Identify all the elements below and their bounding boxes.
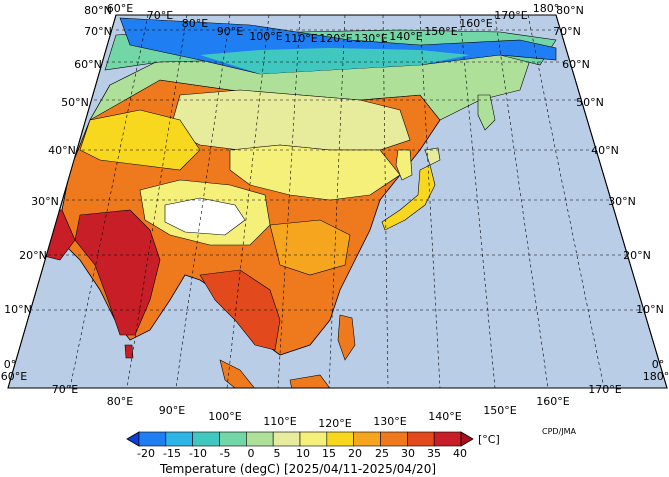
lat-label-right: 60°N <box>562 58 590 71</box>
lon-label-bottom: 140°E <box>428 410 461 423</box>
colorbar-cell <box>138 431 167 447</box>
lon-label-top: 130°E <box>354 32 387 45</box>
lon-labels-bottom: 60°E 70°E 80°E 90°E 100°E 110°E 120°E 13… <box>1 370 669 430</box>
land-hokkaido <box>424 147 441 166</box>
land-sumatra <box>219 359 261 388</box>
land-central-asia <box>79 109 201 171</box>
lat-label-right: 80°N <box>556 4 584 17</box>
colorbar-cell <box>192 431 220 447</box>
colorbar-tick-label: 35 <box>427 447 441 460</box>
colorbar-arrow-right <box>460 431 474 447</box>
colorbar-tick-label: -10 <box>189 447 207 460</box>
colorbar-cell <box>219 431 247 447</box>
lon-label-bottom: 60°E <box>1 370 27 383</box>
land-sri-lanka <box>124 344 134 359</box>
lon-label-bottom: 70°E <box>52 383 78 396</box>
colorbar-tick-label: 5 <box>274 447 281 460</box>
lat-label-right: 0° <box>652 358 665 371</box>
lon-label-top: 110°E <box>284 32 317 45</box>
lon-label-top: 70°E <box>147 9 173 22</box>
colorbar-cell <box>326 431 354 447</box>
colorbar-cell <box>246 431 274 447</box>
lon-label-top: 160°E <box>459 17 492 30</box>
lon-label-bottom: 110°E <box>263 415 296 428</box>
lat-label-right: 30°N <box>608 195 636 208</box>
colorbar-cell <box>380 431 408 447</box>
colorbar-tick-label: -15 <box>163 447 181 460</box>
colorbar-tick-label: -5 <box>220 447 231 460</box>
colorbar-cell <box>299 431 328 447</box>
colorbar-tick-label: 20 <box>348 447 362 460</box>
colorbar-tick-label: 40 <box>453 447 467 460</box>
colorbar-cells <box>138 431 462 447</box>
colorbar-arrow-left <box>126 431 140 447</box>
lon-label-top: 180° <box>533 2 560 15</box>
lat-label-left: 70°N <box>84 25 112 38</box>
lon-labels-top: 60°E 70°E 80°E 90°E 100°E 110°E 120°E 13… <box>107 2 559 45</box>
colorbar-unit: [°C] <box>478 433 500 446</box>
lon-label-bottom: 180° <box>643 370 669 383</box>
colorbar-title: Temperature (degC) [2025/04/11-2025/04/2… <box>159 462 436 476</box>
land-sakhalin <box>477 94 496 131</box>
lon-label-bottom: 130°E <box>373 415 406 428</box>
lat-labels-left: 80°N 70°N 60°N 50°N 40°N 30°N 20°N 10°N … <box>4 4 112 371</box>
lat-label-right: 50°N <box>576 96 604 109</box>
colorbar-cell <box>433 431 462 447</box>
lon-label-bottom: 80°E <box>107 395 133 408</box>
lat-label-right: 70°N <box>553 25 581 38</box>
lon-label-top: 140°E <box>389 30 422 43</box>
land-japan <box>381 164 436 231</box>
colorbar: -20 -15 -10 -5 0 5 10 15 20 25 30 35 40 … <box>126 431 500 476</box>
land-layer <box>8 17 557 388</box>
lon-label-bottom: 120°E <box>318 417 351 430</box>
lon-label-bottom: 90°E <box>159 404 185 417</box>
lon-label-top: 80°E <box>182 17 208 30</box>
colorbar-tick-label: -20 <box>137 447 155 460</box>
lon-label-top: 170°E <box>494 9 527 22</box>
lon-label-bottom: 100°E <box>208 410 241 423</box>
land-china-north <box>229 144 401 201</box>
map-frame <box>7 14 668 389</box>
colorbar-cell <box>272 431 301 447</box>
lat-label-right: 10°N <box>636 303 664 316</box>
colorbar-cell <box>407 431 435 447</box>
lon-label-bottom: 150°E <box>483 404 516 417</box>
lon-label-bottom: 160°E <box>536 395 569 408</box>
lat-label-left: 50°N <box>61 96 89 109</box>
land-cold-belt <box>200 48 470 74</box>
lat-label-left: 40°N <box>48 144 76 157</box>
lat-label-left: 30°N <box>31 195 59 208</box>
colorbar-tick-label: 15 <box>322 447 336 460</box>
lon-label-bottom: 170°E <box>588 383 621 396</box>
lon-label-top: 100°E <box>249 30 282 43</box>
lon-label-top: 90°E <box>217 25 243 38</box>
lat-label-left: 0° <box>4 358 17 371</box>
credit-label: CPD/JMA <box>542 427 577 436</box>
colorbar-tick-labels: -20 -15 -10 -5 0 5 10 15 20 25 30 35 40 <box>137 447 467 460</box>
land-borneo <box>289 374 336 388</box>
colorbar-tick-label: 25 <box>375 447 389 460</box>
lon-label-top: 150°E <box>424 25 457 38</box>
lat-label-left: 20°N <box>19 249 47 262</box>
colorbar-cell <box>353 431 381 447</box>
land-india <box>74 209 161 336</box>
lon-label-top: 120°E <box>319 32 352 45</box>
lat-label-right: 40°N <box>591 144 619 157</box>
lat-label-left: 60°N <box>74 58 102 71</box>
colorbar-tick-label: 30 <box>401 447 415 460</box>
colorbar-cell <box>165 431 193 447</box>
lat-labels-right: 80°N 70°N 60°N 50°N 40°N 30°N 20°N 10°N … <box>553 4 664 371</box>
colorbar-tick-label: 10 <box>296 447 310 460</box>
lat-label-left: 10°N <box>4 303 32 316</box>
colorbar-tick-label: 0 <box>248 447 255 460</box>
lon-label-top: 60°E <box>107 2 133 15</box>
land-philippines <box>337 314 356 361</box>
land-south-china <box>269 219 351 276</box>
lat-label-left: 80°N <box>84 4 112 17</box>
land-tibet-high <box>164 197 246 236</box>
lat-label-right: 20°N <box>623 249 651 262</box>
